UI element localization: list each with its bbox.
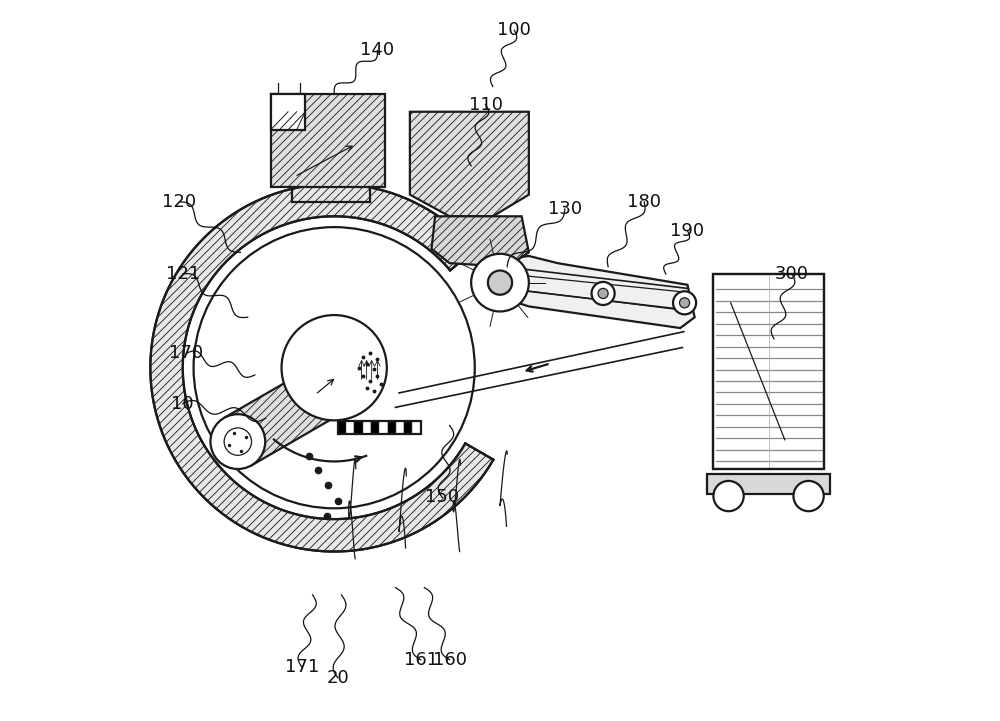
Circle shape [793, 481, 824, 511]
Bar [338, 421, 421, 434]
Text: 171: 171 [285, 658, 319, 676]
Text: 300: 300 [775, 265, 809, 283]
Polygon shape [150, 184, 493, 552]
Bar [379, 421, 388, 434]
Text: 10: 10 [171, 395, 194, 412]
Circle shape [598, 288, 608, 298]
Bar [396, 421, 404, 434]
Bar [412, 421, 421, 434]
Bar [404, 421, 412, 434]
Bar [713, 274, 824, 469]
Text: 130: 130 [548, 200, 582, 218]
Polygon shape [432, 216, 529, 267]
Bar [338, 421, 346, 434]
Text: 160: 160 [433, 651, 467, 668]
Text: 110: 110 [469, 96, 503, 113]
Text: 100: 100 [497, 22, 531, 39]
Bar [713, 274, 824, 469]
Bar [346, 421, 354, 434]
Bar [354, 421, 363, 434]
Circle shape [592, 282, 615, 305]
Text: 20: 20 [326, 669, 349, 686]
Text: 161: 161 [404, 651, 438, 668]
Text: 140: 140 [360, 42, 394, 59]
Bar [271, 94, 305, 130]
Polygon shape [320, 353, 403, 429]
Text: 180: 180 [627, 193, 661, 211]
Bar [388, 421, 396, 434]
Polygon shape [224, 357, 358, 465]
Circle shape [194, 227, 475, 508]
Text: 121: 121 [166, 265, 200, 283]
Circle shape [210, 414, 265, 469]
Circle shape [680, 298, 690, 308]
Circle shape [488, 270, 512, 295]
Bar [271, 94, 385, 187]
Circle shape [673, 291, 696, 314]
Circle shape [713, 481, 744, 511]
Bar [707, 474, 830, 494]
Text: 120: 120 [162, 193, 196, 211]
Circle shape [471, 254, 529, 311]
Text: 190: 190 [670, 222, 705, 239]
Circle shape [224, 428, 252, 456]
Polygon shape [410, 112, 529, 216]
Circle shape [282, 315, 387, 420]
Polygon shape [500, 256, 695, 328]
Bar [371, 421, 379, 434]
Bar [363, 421, 371, 434]
Text: 170: 170 [169, 345, 203, 362]
Text: 150: 150 [425, 489, 459, 506]
